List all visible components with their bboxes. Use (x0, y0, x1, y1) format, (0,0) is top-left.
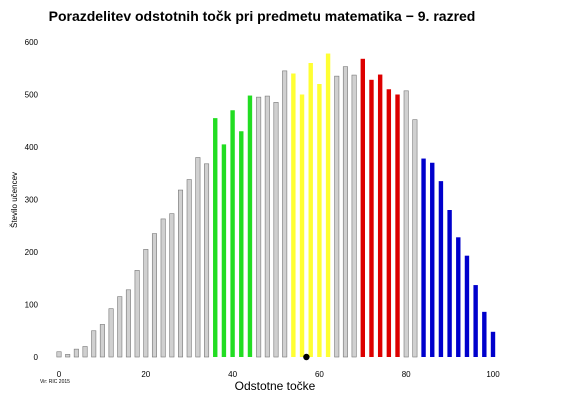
bar-50 (273, 102, 279, 358)
x-tick-label: 80 (402, 370, 411, 379)
bar-84 (421, 158, 426, 357)
y-tick-label: 500 (25, 91, 39, 100)
bar-86 (430, 162, 435, 357)
bar-0 (56, 351, 62, 358)
x-tick-label: 60 (315, 370, 324, 379)
bar-46 (256, 96, 262, 358)
bar-42 (239, 131, 244, 357)
x-tick-label: 100 (486, 370, 500, 379)
bar-94 (464, 255, 470, 357)
bar-34 (204, 163, 210, 358)
bar-20 (143, 249, 149, 358)
bar-38 (221, 144, 227, 358)
bar-56 (299, 94, 305, 357)
x-axis-label: Odstotne točke (235, 379, 316, 393)
bar-100 (490, 331, 496, 357)
bar-90 (447, 210, 452, 357)
bar-66 (342, 66, 348, 358)
bar-36 (213, 118, 218, 358)
bar-48 (264, 95, 270, 358)
source-note: Vir: RIC 2015 (40, 379, 70, 385)
y-tick-label: 300 (25, 196, 39, 205)
bar-6 (82, 346, 88, 358)
bar-96 (473, 285, 478, 357)
y-tick-label: 100 (25, 301, 39, 310)
bar-24 (160, 218, 166, 358)
bar-92 (456, 237, 461, 357)
y-axis: 0 100 200 300 400 500 600 (25, 38, 39, 362)
bar-4 (73, 348, 79, 358)
mean-marker (303, 353, 310, 361)
x-tick-label: 40 (228, 370, 237, 379)
bar-78 (395, 94, 400, 357)
bar-2 (65, 354, 71, 358)
bar-16 (125, 289, 131, 358)
bar-62 (325, 53, 331, 358)
bar-30 (186, 179, 192, 358)
bar-44 (247, 95, 253, 358)
bar-70 (360, 58, 365, 358)
bar-82 (412, 119, 418, 358)
x-tick-label: 20 (141, 370, 150, 379)
bar-22 (151, 233, 157, 358)
bar-74 (377, 74, 383, 358)
bar-10 (99, 324, 105, 358)
bar-60 (317, 84, 322, 357)
bar-8 (91, 330, 97, 358)
y-tick-label: 600 (25, 38, 39, 47)
bar-98 (482, 311, 487, 357)
x-tick-label: 0 (57, 370, 62, 379)
bar-28 (178, 189, 184, 358)
bar-54 (291, 73, 296, 357)
bar-52 (282, 70, 288, 358)
bar-68 (351, 74, 357, 358)
bar-18 (134, 270, 140, 358)
y-tick-label: 0 (34, 353, 39, 362)
bars-group (56, 53, 496, 358)
bar-40 (230, 110, 235, 357)
y-tick-label: 200 (25, 248, 39, 257)
bar-76 (386, 89, 392, 357)
x-axis: 0 20 40 60 80 100 (57, 370, 500, 379)
bar-72 (369, 79, 374, 358)
bar-88 (438, 181, 444, 358)
bar-12 (108, 308, 114, 358)
bar-32 (195, 157, 201, 358)
bar-80 (403, 90, 409, 358)
bar-14 (117, 296, 123, 358)
y-axis-label: Število učencev (10, 172, 19, 228)
bar-58 (308, 63, 313, 357)
chart-title: Porazdelitev odstotnih točk pri predmetu… (49, 8, 476, 24)
bar-26 (169, 213, 175, 358)
y-tick-label: 400 (25, 143, 39, 152)
bar-64 (334, 75, 340, 358)
